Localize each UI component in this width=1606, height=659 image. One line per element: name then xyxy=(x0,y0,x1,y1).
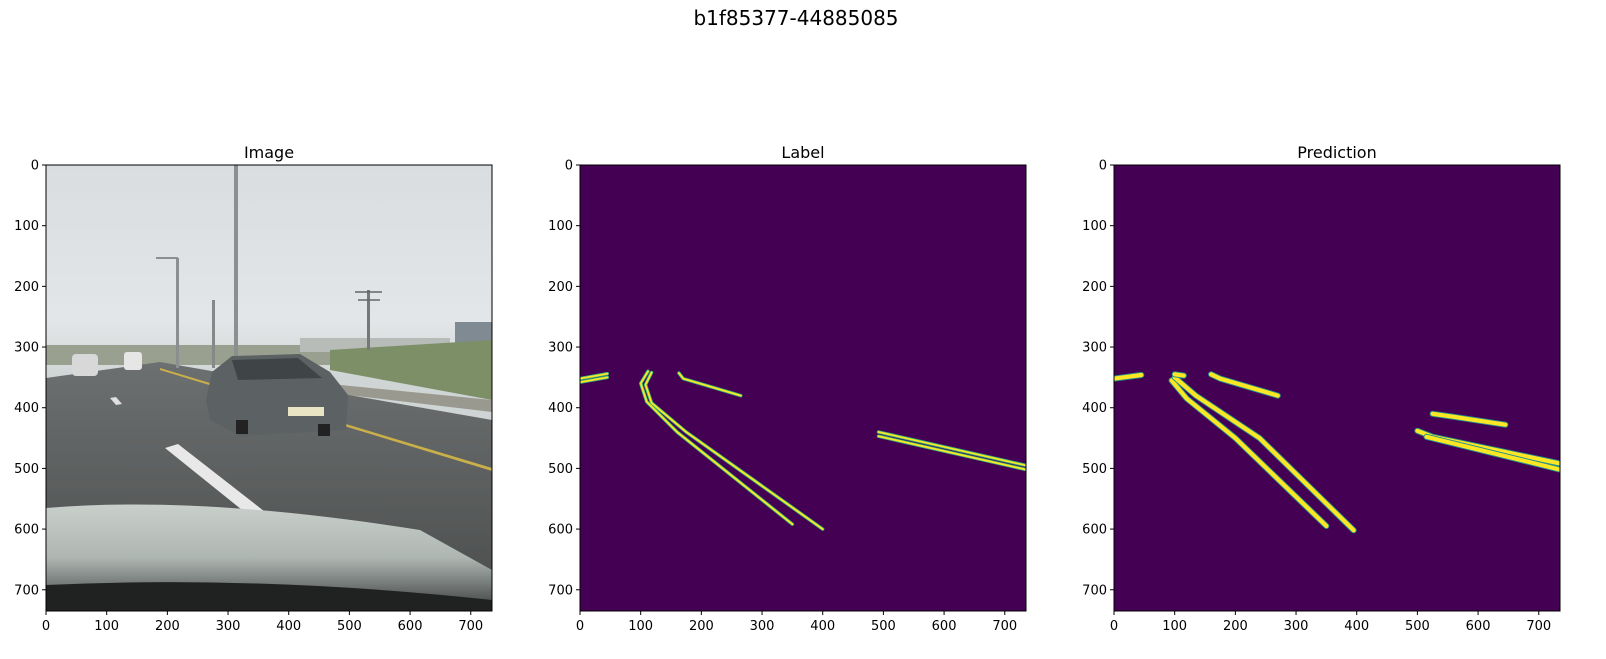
image-ytick-label: 600 xyxy=(14,523,39,538)
prediction-ytick-label: 600 xyxy=(1082,523,1107,538)
label-frame xyxy=(579,164,1027,612)
label-ytick-label: 700 xyxy=(548,583,573,598)
prediction-panel xyxy=(1113,164,1561,612)
label-ytick-label: 500 xyxy=(548,462,573,477)
prediction-xtick-label: 100 xyxy=(1162,619,1187,634)
label-xtick-label: 700 xyxy=(992,619,1017,634)
label-xtick-label: 400 xyxy=(810,619,835,634)
label-xtick-label: 0 xyxy=(576,619,584,634)
prediction-ytick-label: 100 xyxy=(1082,219,1107,234)
image-xtick-label: 200 xyxy=(155,619,180,634)
label-lane-line-1 xyxy=(580,376,609,384)
label-lane-line-6 xyxy=(877,435,1026,471)
image-title: Image xyxy=(244,143,294,162)
prediction-xtick-label: 500 xyxy=(1405,619,1430,634)
prediction-ytick-label: 700 xyxy=(1082,583,1107,598)
image-xtick-label: 400 xyxy=(276,619,301,634)
label-ytick-label: 100 xyxy=(548,219,573,234)
image-xtick-label: 0 xyxy=(42,619,50,634)
axes-layer: Image 0 100 200 300 400 500 600 700 0 100 200 300 400… xyxy=(14,143,1551,634)
image-ytick-label: 500 xyxy=(14,462,39,477)
prediction-ytick-label: 400 xyxy=(1082,401,1107,416)
prediction-ytick-label: 200 xyxy=(1082,280,1107,295)
prediction-lane-line-1 xyxy=(1169,378,1329,529)
label-title: Label xyxy=(781,143,824,162)
road-scene-photo xyxy=(46,165,492,611)
prediction-lane-line-0 xyxy=(1114,372,1144,381)
label-lane-line-2 xyxy=(639,370,794,526)
image-xtick-label: 100 xyxy=(94,619,119,634)
image-ytick-label: 200 xyxy=(14,280,39,295)
image-xtick-label: 500 xyxy=(337,619,362,634)
prediction-lane-line-3 xyxy=(1172,372,1186,378)
label-ytick-label: 300 xyxy=(548,341,573,356)
prediction-xtick-label: 200 xyxy=(1223,619,1248,634)
prediction-ytick-label: 500 xyxy=(1082,462,1107,477)
label-xtick-label: 200 xyxy=(689,619,714,634)
label-lane-line-3 xyxy=(644,371,824,530)
prediction-xtick-label: 700 xyxy=(1526,619,1551,634)
label-xtick-label: 300 xyxy=(750,619,775,634)
figure-suptitle: b1f85377-44885085 xyxy=(693,6,899,30)
label-ytick-label: 0 xyxy=(565,159,573,174)
label-ytick-label: 200 xyxy=(548,280,573,295)
label-panel xyxy=(579,164,1027,612)
label-lane-line-4 xyxy=(678,372,742,397)
label-lane-line-0 xyxy=(580,372,609,380)
image-ytick-label: 300 xyxy=(14,341,39,356)
image-xtick-label: 600 xyxy=(398,619,423,634)
image-ytick-label: 0 xyxy=(31,159,39,174)
image-panel xyxy=(45,164,493,612)
image-ytick-label: 700 xyxy=(14,583,39,598)
prediction-title: Prediction xyxy=(1297,143,1376,162)
label-ytick-label: 400 xyxy=(548,401,573,416)
prediction-xtick-label: 300 xyxy=(1284,619,1309,634)
image-xtick-label: 700 xyxy=(458,619,483,634)
prediction-lane-line-2 xyxy=(1172,375,1356,533)
label-xtick-label: 500 xyxy=(871,619,896,634)
prediction-ytick-label: 0 xyxy=(1099,159,1107,174)
label-xtick-label: 100 xyxy=(628,619,653,634)
prediction-frame xyxy=(1113,164,1561,612)
label-ytick-label: 600 xyxy=(548,523,573,538)
prediction-lane-line-4 xyxy=(1209,372,1280,398)
image-xtick-label: 300 xyxy=(216,619,241,634)
prediction-xtick-label: 0 xyxy=(1110,619,1118,634)
prediction-xtick-label: 400 xyxy=(1344,619,1369,634)
label-xtick-label: 600 xyxy=(932,619,957,634)
prediction-xtick-label: 600 xyxy=(1466,619,1491,634)
image-ytick-label: 100 xyxy=(14,219,39,234)
label-lane-line-5 xyxy=(877,431,1026,467)
image-ytick-label: 400 xyxy=(14,401,39,416)
prediction-lane-line-6 xyxy=(1424,434,1560,472)
prediction-ytick-label: 300 xyxy=(1082,341,1107,356)
label-background xyxy=(580,165,1026,611)
prediction-lane-line-7 xyxy=(1430,411,1508,427)
